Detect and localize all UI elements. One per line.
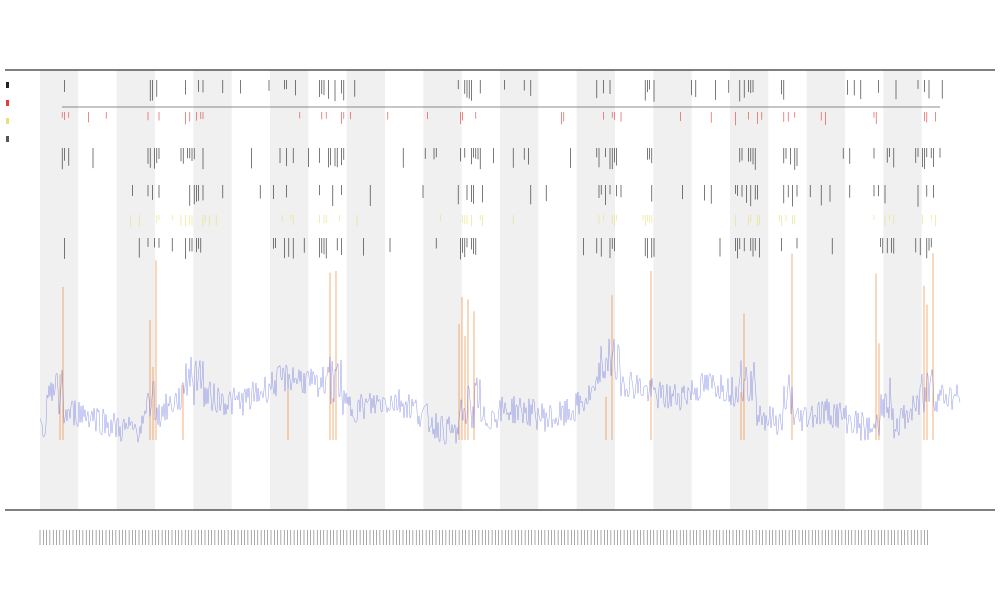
band [500,70,539,510]
band [346,70,385,510]
band [40,70,79,510]
legend-marker [6,82,9,88]
band [883,70,922,510]
band [116,70,155,510]
coverage-trace [39,338,961,445]
band [270,70,309,510]
band [193,70,232,510]
peak-spikes [59,253,934,440]
legend [6,82,9,142]
band [806,70,845,510]
axes [5,69,995,511]
coverage-line [39,338,961,445]
background-bands [40,70,922,510]
x-tick-labels [39,530,928,545]
band [576,70,615,510]
band [423,70,462,510]
band [653,70,692,510]
band [730,70,769,510]
legend-marker [6,136,9,142]
legend-marker [6,118,9,124]
legend-marker [6,100,9,106]
feature-tracks [61,80,943,260]
